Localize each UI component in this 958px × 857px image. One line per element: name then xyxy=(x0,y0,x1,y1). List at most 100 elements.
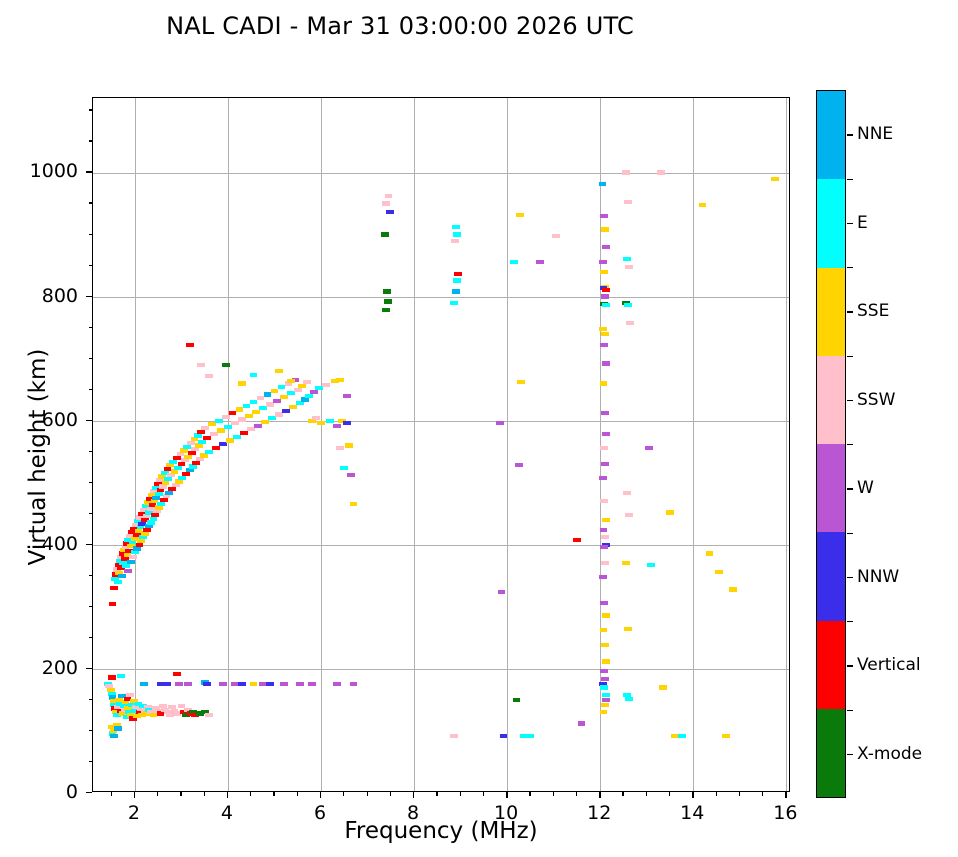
echo-mark xyxy=(185,342,194,348)
gridline-vertical xyxy=(600,98,602,791)
echo-mark xyxy=(197,362,205,367)
echo-mark xyxy=(118,711,127,716)
gridline-vertical xyxy=(507,98,509,791)
echo-mark xyxy=(296,401,304,406)
echo-mark xyxy=(577,721,586,726)
echo-mark xyxy=(134,529,143,534)
echo-mark xyxy=(151,485,160,490)
echo-mark xyxy=(385,210,394,215)
colorbar-tick xyxy=(847,753,853,756)
echo-mark xyxy=(172,671,181,676)
echo-mark xyxy=(212,445,221,451)
echo-mark xyxy=(238,681,246,686)
echo-mark xyxy=(160,470,169,475)
colorbar-boundary-tick xyxy=(847,709,853,711)
echo-mark xyxy=(167,473,176,478)
echo-mark xyxy=(203,435,211,441)
colorbar-segment-e xyxy=(817,179,845,268)
echo-mark xyxy=(656,170,665,175)
echo-mark xyxy=(147,493,156,498)
echo-mark xyxy=(601,561,610,566)
echo-mark xyxy=(289,404,297,410)
echo-mark xyxy=(226,438,235,443)
colorbar-label-w: W xyxy=(857,478,874,499)
chart-title: NAL CADI - Mar 31 03:00:00 2026 UTC xyxy=(166,12,634,40)
echo-mark xyxy=(141,531,150,536)
echo-mark xyxy=(573,537,581,542)
echo-mark xyxy=(625,696,633,701)
echo-mark xyxy=(124,537,133,542)
echo-mark xyxy=(103,681,112,686)
y-axis-tick-label: 400 xyxy=(41,532,78,555)
echo-mark xyxy=(705,551,714,556)
echo-mark xyxy=(251,409,260,415)
echo-mark xyxy=(113,722,122,727)
echo-mark xyxy=(224,424,232,429)
echo-mark xyxy=(133,713,142,719)
echo-mark xyxy=(144,500,152,505)
echo-mark xyxy=(175,681,183,686)
echo-mark xyxy=(514,463,523,468)
echo-mark xyxy=(108,695,117,700)
echo-mark xyxy=(130,699,138,704)
echo-mark xyxy=(123,552,132,557)
echo-mark xyxy=(133,519,142,524)
echo-mark xyxy=(625,512,633,518)
echo-mark xyxy=(200,710,209,715)
colorbar-tick xyxy=(847,576,853,579)
colorbar xyxy=(816,90,846,798)
x-axis-tick-label: 2 xyxy=(127,802,140,824)
echo-mark xyxy=(270,388,279,393)
colorbar-segment-x-mode xyxy=(817,708,845,797)
y-axis-minor-tick xyxy=(88,140,92,142)
echo-mark xyxy=(452,289,460,294)
echo-mark xyxy=(601,542,610,547)
echo-mark xyxy=(147,520,156,525)
echo-mark xyxy=(149,516,158,521)
colorbar-segment-w xyxy=(817,444,845,533)
echo-mark xyxy=(300,397,309,402)
echo-mark xyxy=(165,490,174,495)
colorbar-segment-sse xyxy=(817,267,845,356)
echo-mark xyxy=(342,393,351,398)
echo-mark xyxy=(205,449,214,454)
echo-mark xyxy=(133,546,142,551)
echo-mark xyxy=(114,705,123,710)
echo-mark xyxy=(205,712,214,717)
echo-mark xyxy=(149,712,158,717)
echo-mark xyxy=(125,710,134,715)
echo-mark xyxy=(110,733,119,738)
echo-mark xyxy=(242,403,251,408)
echo-mark xyxy=(249,372,258,377)
echo-mark xyxy=(193,433,202,438)
echo-mark xyxy=(265,402,274,407)
echo-mark xyxy=(114,562,123,567)
y-axis-minor-tick xyxy=(88,264,92,266)
x-axis-minor-tick xyxy=(645,792,647,796)
echo-mark xyxy=(516,212,525,217)
echo-mark xyxy=(131,550,140,555)
echo-mark xyxy=(139,704,148,709)
y-axis-tick-label: 1000 xyxy=(29,160,78,183)
echo-mark xyxy=(164,476,173,482)
echo-mark xyxy=(312,416,321,421)
echo-mark xyxy=(179,448,188,453)
echo-mark xyxy=(600,702,609,707)
y-axis-minor-tick xyxy=(88,512,92,514)
echo-mark xyxy=(600,227,609,232)
echo-mark xyxy=(602,361,611,366)
echo-mark xyxy=(512,697,521,702)
echo-mark xyxy=(333,681,342,686)
echo-mark xyxy=(265,681,274,686)
colorbar-segment-nnw xyxy=(817,532,845,621)
echo-mark xyxy=(535,259,544,264)
x-axis-minor-tick xyxy=(366,792,368,796)
echo-mark xyxy=(157,501,165,506)
y-axis-tick-label: 0 xyxy=(65,781,78,803)
echo-mark xyxy=(118,551,127,556)
echo-mark xyxy=(305,393,314,398)
echo-mark xyxy=(131,705,140,710)
echo-mark xyxy=(277,385,286,390)
echo-mark xyxy=(111,576,120,581)
echo-mark xyxy=(178,475,187,480)
